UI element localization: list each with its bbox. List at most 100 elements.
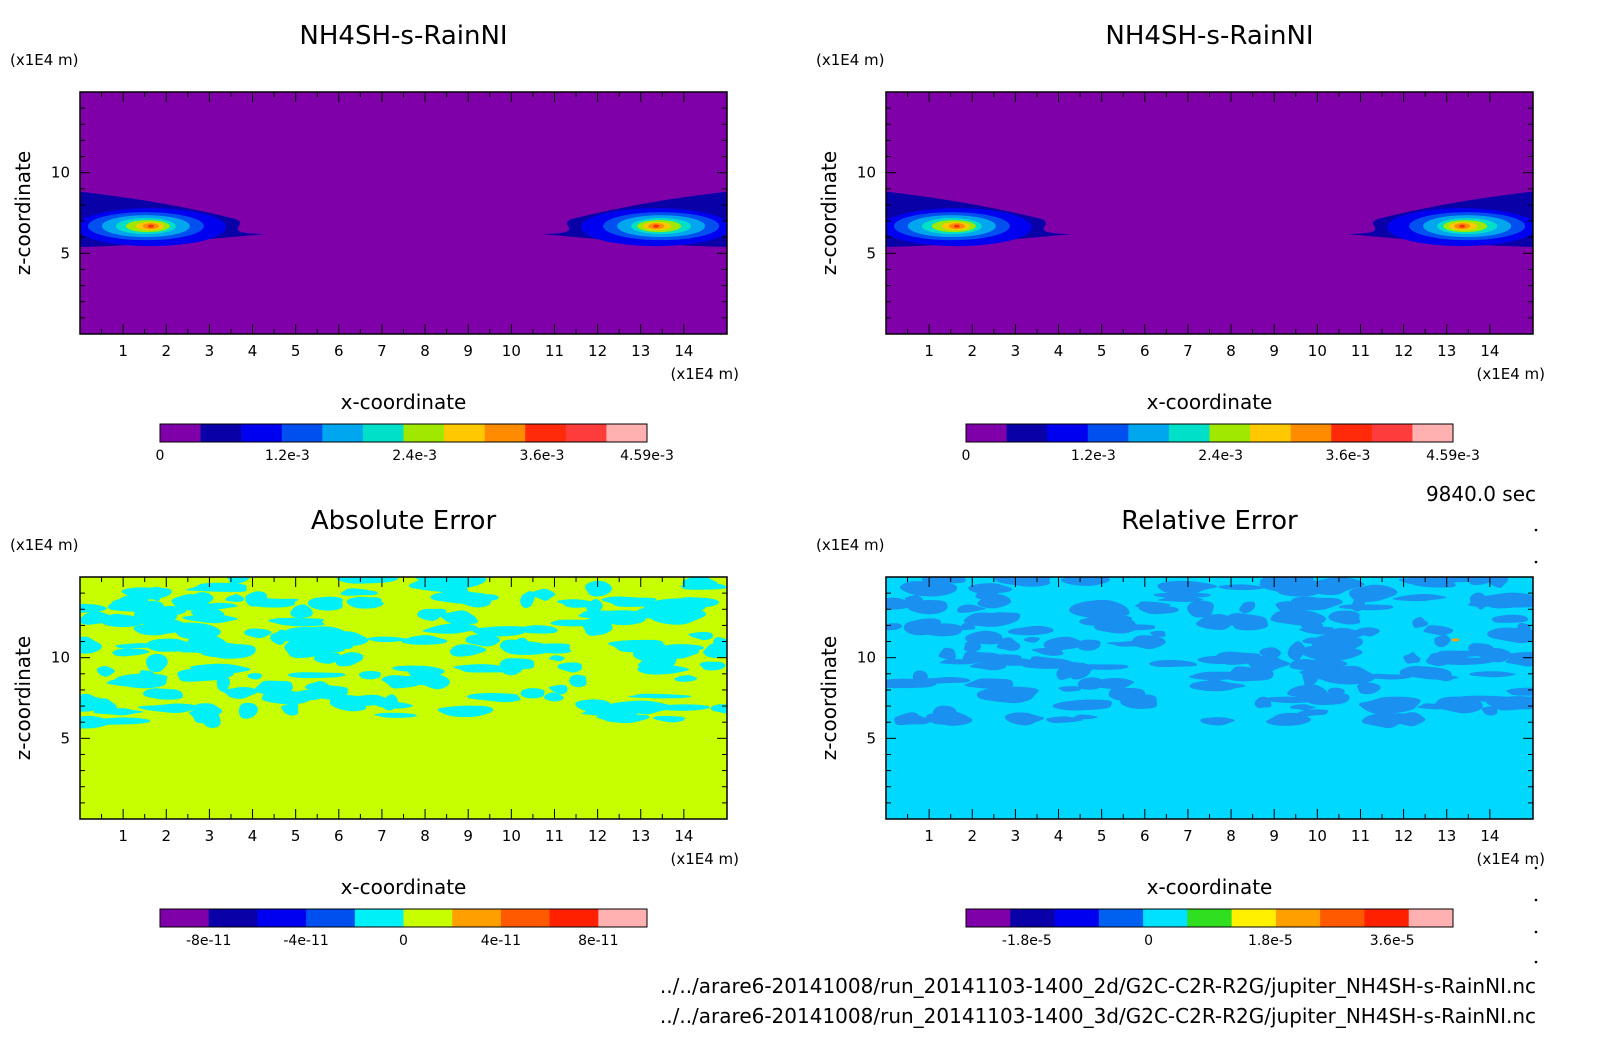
noise-patch [1469, 592, 1488, 610]
noise-patch [957, 604, 986, 613]
colorbar-segment [1408, 909, 1454, 927]
y-tick-label: 5 [866, 244, 876, 262]
noise-patch [466, 692, 521, 703]
noise-patch [358, 671, 381, 680]
noise-patch [964, 678, 1014, 689]
noise-patch [585, 580, 613, 597]
noise-patch [118, 595, 147, 605]
noise-patch [1357, 682, 1381, 695]
x-tick-label: 3 [205, 827, 215, 845]
noise-patch [674, 597, 720, 608]
colorbar-segment [1412, 424, 1454, 442]
noise-patch [186, 582, 247, 592]
noise-patch [80, 611, 113, 625]
noise-patch [1043, 636, 1083, 651]
x-tick-label: 10 [1308, 827, 1327, 845]
noise-patch [969, 661, 1007, 671]
noise-patch [313, 652, 340, 664]
noise-patch [1215, 651, 1261, 665]
noise-patch [965, 630, 1003, 645]
colorbar-tick-label: 4e-11 [481, 933, 521, 949]
x-tick-label: 14 [1480, 827, 1499, 845]
noise-patch [1275, 584, 1319, 597]
colorbar-tick-label: 3.6e-3 [1326, 448, 1371, 464]
noise-patch [556, 599, 596, 608]
x-tick-label: 4 [1054, 342, 1064, 360]
noise-patch [1077, 639, 1101, 651]
noise-patch [1189, 674, 1242, 681]
noise-patch [1425, 652, 1449, 667]
noise-patch [1300, 686, 1319, 700]
x-tick-label: 9 [1269, 827, 1279, 845]
timestamp: 9840.0 sec [1426, 482, 1536, 506]
noise-patch [1021, 656, 1074, 669]
noise-patch [1004, 712, 1045, 726]
colorbar: 0 1.2e-3 2.4e-3 3.6e-3 4.59e-3 [962, 423, 1480, 464]
x-tick-label: 6 [1140, 342, 1150, 360]
x-tick-label: 8 [420, 342, 430, 360]
colorbar-segment [1231, 909, 1277, 927]
colorbar-segment [525, 424, 567, 442]
noise-patch [341, 697, 375, 706]
noise-patch [1481, 706, 1498, 716]
noise-patch [221, 686, 258, 699]
colorbar-tick-label: 0 [962, 448, 971, 464]
noise-patch [334, 652, 364, 667]
x-tick-label: 12 [588, 827, 607, 845]
noise-patch [336, 577, 399, 584]
noise-patch [449, 644, 487, 657]
noise-patch [1434, 634, 1451, 648]
colorbar-segment [966, 909, 1011, 927]
noise-patch [253, 680, 293, 698]
noise-patch [238, 702, 258, 719]
noise-patch [87, 717, 151, 725]
colorbar-segment [200, 424, 242, 442]
x-tick-label: 1 [924, 827, 934, 845]
noise-patch [519, 625, 558, 634]
noise-patch [988, 612, 1021, 625]
noise-patch [938, 647, 956, 660]
x-tick-label: 6 [334, 827, 344, 845]
noise-patch [1257, 696, 1314, 704]
colorbar-segment [322, 424, 364, 442]
y-tick-label: 10 [857, 649, 876, 667]
noise-patch [532, 643, 572, 654]
noise-patch [962, 651, 1001, 664]
noise-patch [1106, 640, 1158, 647]
noise-patch [420, 673, 450, 690]
noise-patch [996, 637, 1021, 651]
noise-patch [102, 613, 144, 628]
noise-patch [112, 648, 150, 657]
footer-line-2: ../../arare6-20141008/run_20141103-1400_… [660, 1004, 1536, 1028]
colorbar-segment [1143, 909, 1188, 927]
noise-patch [401, 635, 448, 645]
noise-patch [340, 588, 378, 596]
colorbar: 0 1.2e-3 2.4e-3 3.6e-3 4.59e-3 [156, 423, 674, 464]
noise-patch [569, 674, 587, 688]
contour-field [80, 92, 727, 334]
noise-patch [1299, 626, 1334, 635]
noise-patch [601, 596, 657, 607]
colorbar-tick-label: 2.4e-3 [392, 448, 437, 464]
x-unit-label: (x1E4 m) [670, 850, 739, 868]
colorbar-segment [1364, 909, 1410, 927]
y-axis-label: z-coordinate [817, 151, 841, 275]
colorbar-segment [598, 909, 648, 927]
noise-patch [520, 591, 536, 608]
noise-patch [403, 666, 445, 677]
noise-patch [307, 597, 343, 611]
chart-panel-1: NH4SH-s-RainNI(x1E4 m)1 2 3 4 5 6 7 8 9 10 11 12 13 1… [10, 21, 739, 464]
noise-patch [1301, 642, 1363, 661]
noise-patch [244, 628, 272, 638]
x-tick-label: 9 [463, 342, 473, 360]
x-tick-label: 13 [1437, 342, 1456, 360]
colorbar-tick-label: 1.8e-5 [1248, 933, 1293, 949]
y-axis-label: z-coordinate [817, 636, 841, 760]
colorbar-segment [1331, 424, 1373, 442]
x-tick-label: 5 [1097, 342, 1107, 360]
colorbar-segment [484, 424, 526, 442]
stray-dot [1534, 930, 1538, 934]
noise-patch [1120, 694, 1157, 709]
x-tick-label: 4 [248, 827, 258, 845]
noise-patch [1392, 593, 1447, 602]
